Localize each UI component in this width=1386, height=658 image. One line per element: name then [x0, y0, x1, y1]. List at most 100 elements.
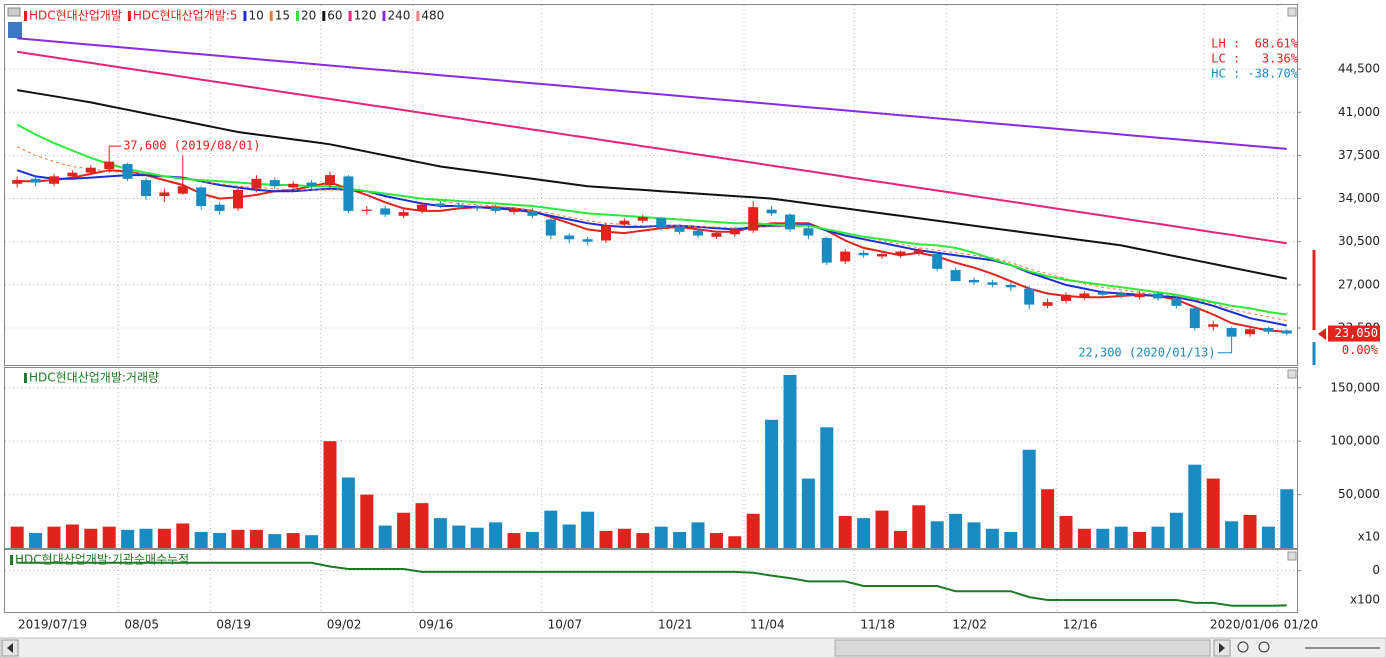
- volume-bar: [820, 427, 834, 548]
- candle-body: [196, 187, 207, 206]
- volume-bar: [1059, 515, 1073, 548]
- ma-line: [17, 50, 1287, 245]
- price-tag: [1328, 325, 1380, 342]
- candle-body: [453, 204, 464, 208]
- volume-bar: [746, 513, 760, 548]
- volume-bar: [691, 522, 705, 548]
- y-tick-label: 0: [1372, 563, 1380, 577]
- mode-button[interactable]: [8, 22, 22, 38]
- volume-bar: [801, 478, 815, 548]
- volume-bar: [967, 522, 981, 548]
- ma-line: [17, 169, 1287, 333]
- volume-bar: [231, 529, 245, 548]
- ma-line: [16, 123, 1287, 316]
- volume-bar: [249, 529, 263, 548]
- volume-bar: [765, 419, 779, 548]
- candle-body: [1263, 328, 1274, 332]
- candle-body: [509, 209, 519, 213]
- candle-body: [913, 250, 924, 253]
- legend-swatch: [382, 11, 386, 21]
- zoom-out[interactable]: [1237, 641, 1249, 653]
- candle-body: [490, 207, 501, 211]
- volume-bar: [1188, 464, 1202, 548]
- y-tick-label: 37,500: [1338, 148, 1380, 162]
- volume-bar: [470, 527, 484, 548]
- panel-button[interactable]: [1287, 7, 1297, 17]
- legend-swatch: [243, 11, 247, 21]
- volume-bar: [323, 441, 337, 548]
- volume-bar: [10, 526, 24, 548]
- volume-bar: [65, 524, 79, 548]
- legend-swatch: [24, 373, 27, 383]
- candle-body: [177, 186, 188, 194]
- legend-label: 10: [248, 9, 263, 23]
- volume-bar: [1280, 489, 1294, 548]
- legend-label: HDC현대산업개발:거래량: [29, 371, 159, 385]
- candle-body: [306, 182, 317, 187]
- volume-bar: [1096, 528, 1110, 548]
- volume-bar: [525, 531, 539, 548]
- x-tick-label: 2020/01/06: [1210, 618, 1279, 632]
- x-tick-label: 12/16: [1063, 618, 1098, 632]
- zoom-in[interactable]: [1258, 641, 1270, 653]
- legend-swatch: [10, 555, 13, 565]
- candle-body: [619, 220, 630, 225]
- legend-swatch: [322, 11, 326, 21]
- volume-bar: [47, 526, 61, 548]
- candle-body: [803, 228, 814, 236]
- volume-bar: [268, 534, 282, 548]
- y-tick-label: 27,000: [1338, 277, 1380, 291]
- candle-body: [233, 189, 243, 209]
- candle-body: [325, 175, 335, 185]
- flow-panel: [4, 549, 1298, 613]
- candle-body: [877, 254, 887, 257]
- arrow-icon: [1219, 643, 1225, 653]
- mode-icon: [7, 7, 21, 17]
- volume-bar: [912, 505, 926, 548]
- ma-line: [16, 169, 1287, 327]
- annotation: 22,300 (2020/01/13): [1078, 345, 1215, 359]
- legend-label: 480: [421, 9, 444, 23]
- panel-button[interactable]: [1287, 551, 1297, 561]
- x-tick-label: 10/21: [658, 618, 693, 632]
- x-tick-label: 12/02: [952, 618, 987, 632]
- candle-body: [1208, 324, 1219, 327]
- volume-bar: [617, 528, 631, 548]
- candle-body: [1281, 330, 1292, 334]
- volume-bar: [673, 531, 687, 548]
- volume-bar: [709, 533, 723, 548]
- legend-label: 20: [301, 9, 316, 23]
- candle-body: [1245, 329, 1255, 335]
- candle-body: [785, 214, 795, 230]
- candle-body: [49, 176, 59, 184]
- volume-bar: [783, 374, 797, 548]
- candle-body: [656, 218, 667, 229]
- candle-body: [472, 207, 483, 209]
- candle-body: [214, 204, 225, 211]
- ma-line: [16, 146, 1287, 322]
- candle-body: [122, 164, 133, 179]
- candle-body: [1134, 293, 1145, 298]
- change-label: 0.00%: [1342, 343, 1379, 357]
- legend-swatch: [127, 11, 131, 21]
- candle-body: [987, 282, 998, 285]
- price-tag-label: 23,050: [1335, 326, 1378, 340]
- volume-bar: [1206, 478, 1220, 548]
- volume-bar: [1151, 526, 1165, 548]
- candle-body: [343, 176, 354, 211]
- x-tick-label: 08/19: [216, 618, 251, 632]
- y-tick-label: 100,000: [1330, 434, 1380, 448]
- panel-button[interactable]: [1287, 369, 1297, 379]
- volume-bar: [84, 528, 98, 548]
- candle-body: [969, 279, 979, 283]
- volume-bar: [194, 531, 208, 548]
- arrow-icon: [7, 643, 13, 653]
- x-tick-label: 09/02: [327, 618, 362, 632]
- y-tick-label: 30,500: [1338, 234, 1380, 248]
- scroll-thumb[interactable]: [834, 639, 1211, 657]
- stat-text: LC : 3.36%: [1211, 52, 1298, 66]
- legend-swatch: [416, 11, 420, 21]
- candle-body: [674, 226, 685, 232]
